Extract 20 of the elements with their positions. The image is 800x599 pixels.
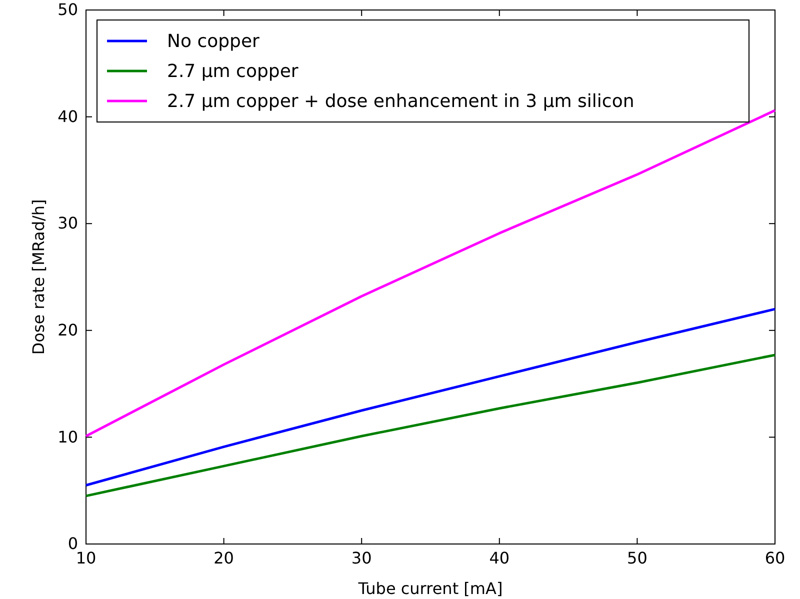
- y-tick-label: 30: [58, 214, 78, 233]
- y-tick-label: 10: [58, 427, 78, 446]
- legend-label: 2.7 μm copper: [167, 61, 299, 82]
- line-series: [84, 109, 776, 438]
- x-tick-label: 10: [76, 548, 96, 568]
- x-tick-label: 20: [214, 548, 234, 568]
- line-series: [84, 354, 776, 498]
- x-tick-label: 40: [489, 548, 510, 568]
- legend-label: No copper: [167, 31, 260, 52]
- y-axis-title: Dose rate [MRad/h]: [29, 199, 48, 355]
- line-series: [84, 308, 776, 487]
- x-axis-title: Tube current [mA]: [357, 579, 503, 598]
- x-tick-label: 60: [764, 548, 786, 568]
- y-tick-label: 0: [68, 534, 78, 554]
- y-tick-label: 40: [58, 106, 78, 126]
- y-tick-label: 20: [58, 320, 78, 340]
- x-tick-label: 30: [351, 548, 372, 568]
- x-tick-label: 50: [627, 548, 648, 568]
- y-tick-label: 50: [58, 0, 78, 20]
- legend-label: 2.7 μm copper + dose enhancement in 3 μm silicon: [167, 91, 634, 112]
